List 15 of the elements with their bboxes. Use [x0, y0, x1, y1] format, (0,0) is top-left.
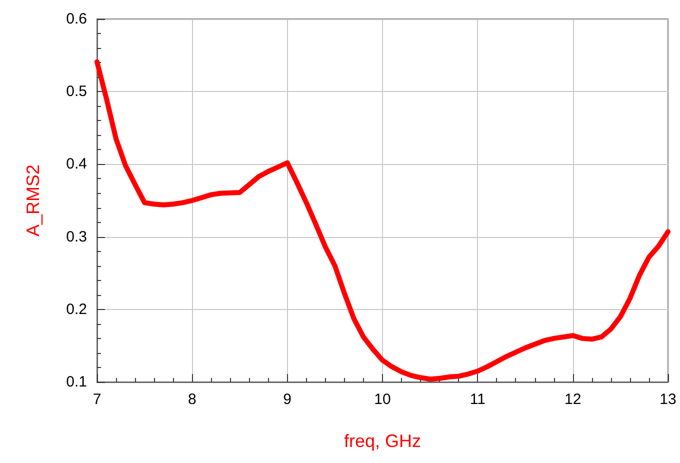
y-axis-title: A_RMS2	[23, 164, 43, 237]
x-tick-label: 13	[660, 391, 676, 408]
y-tick-label: 0.3	[66, 228, 87, 246]
x-tick-label: 10	[374, 391, 391, 408]
y-tick-label: 0.1	[66, 374, 87, 390]
y-tick-label: 0.6	[66, 10, 87, 28]
y-tick-label: 0.4	[66, 156, 87, 173]
y-tick-label: 0.2	[66, 300, 87, 318]
x-tick-label: 12	[564, 391, 582, 408]
x-tick-label: 11	[470, 391, 486, 408]
x-tick-label: 8	[188, 391, 196, 408]
x-tick-label: 7	[92, 391, 102, 408]
x-tick-label: 9	[283, 391, 292, 408]
x-axis-title: freq, GHz	[344, 431, 422, 451]
y-tick-label: 0.5	[66, 83, 87, 100]
